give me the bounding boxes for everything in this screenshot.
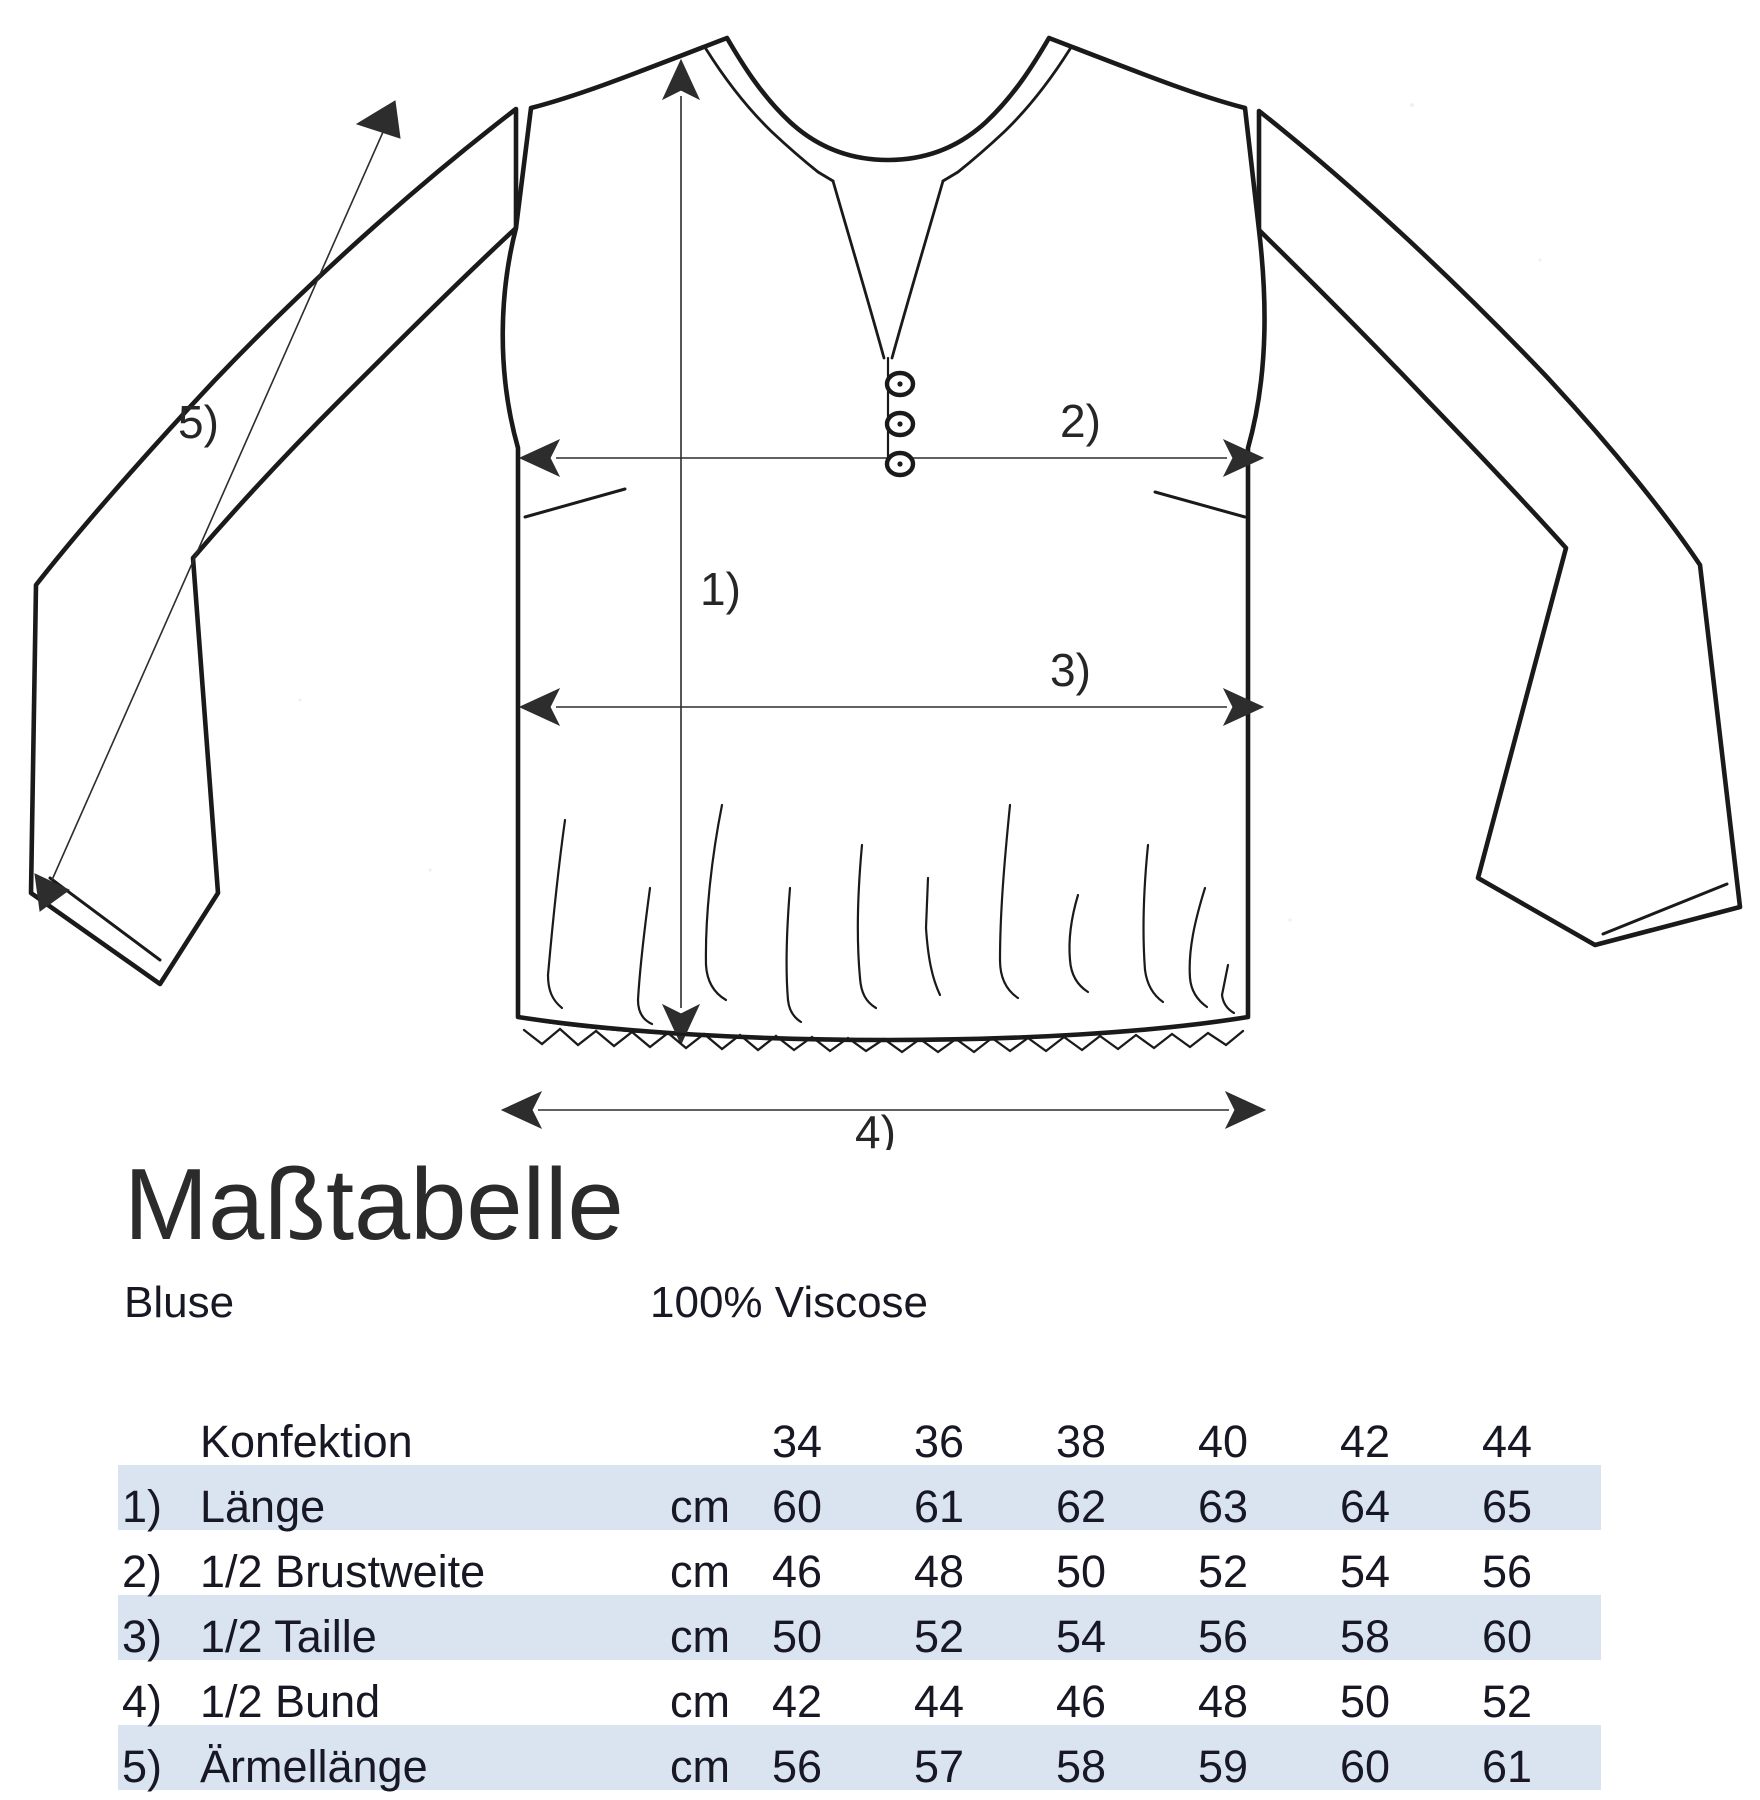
svg-text:2): 2) [1060, 395, 1101, 447]
svg-text:1): 1) [700, 563, 741, 615]
svg-text:5): 5) [178, 396, 219, 448]
svg-text:3): 3) [1050, 644, 1091, 696]
svg-text:4): 4) [855, 1106, 896, 1150]
